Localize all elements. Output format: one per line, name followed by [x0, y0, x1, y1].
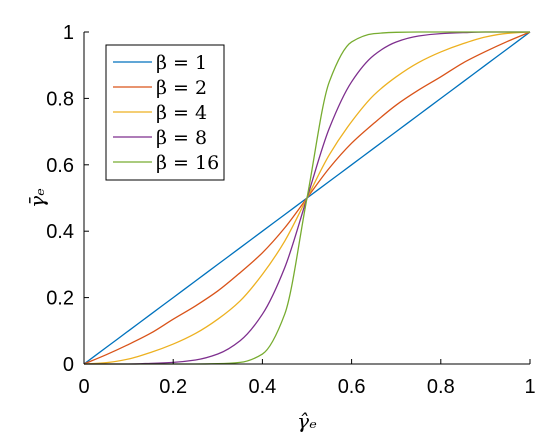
legend-label-2: β = 2 [156, 77, 207, 99]
legend-label-4: β = 8 [156, 127, 207, 149]
legend-label-3: β = 4 [156, 102, 207, 124]
legend: β = 1 β = 2 β = 4 β = 8 β = 16 [105, 44, 225, 181]
y-tick-label: 0.4 [46, 221, 74, 243]
y-tick-label: 0.8 [46, 88, 74, 110]
x-tick-label: 0.4 [248, 376, 276, 398]
y-tick-label: 1 [63, 22, 74, 44]
y-tick-label: 0.6 [46, 155, 74, 177]
x-tick-label: 0.2 [159, 376, 187, 398]
legend-label-1: β = 1 [156, 52, 207, 74]
axis-labels: γ̂ₑ γ̄ₑ [25, 188, 317, 433]
y-tick-label: 0.2 [46, 288, 74, 310]
legend-label-5: β = 16 [156, 152, 219, 174]
tick-labels: 0 0.2 0.4 0.6 0.8 1 0 0.2 0.4 0.6 0.8 1 [46, 22, 535, 398]
axes [83, 32, 530, 365]
x-tick-label: 0 [78, 376, 89, 398]
x-tick-label: 0.6 [338, 376, 366, 398]
x-axis-label: γ̂ₑ [297, 409, 317, 433]
y-tick-label: 0 [63, 354, 74, 376]
y-axis-label: γ̄ₑ [25, 188, 49, 208]
x-tick-label: 0.8 [427, 376, 455, 398]
x-tick-label: 1 [524, 376, 535, 398]
